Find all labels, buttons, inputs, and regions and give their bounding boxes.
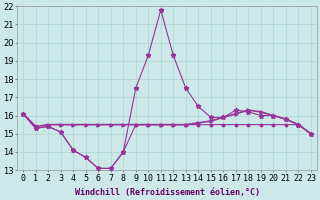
X-axis label: Windchill (Refroidissement éolien,°C): Windchill (Refroidissement éolien,°C)	[75, 188, 260, 197]
